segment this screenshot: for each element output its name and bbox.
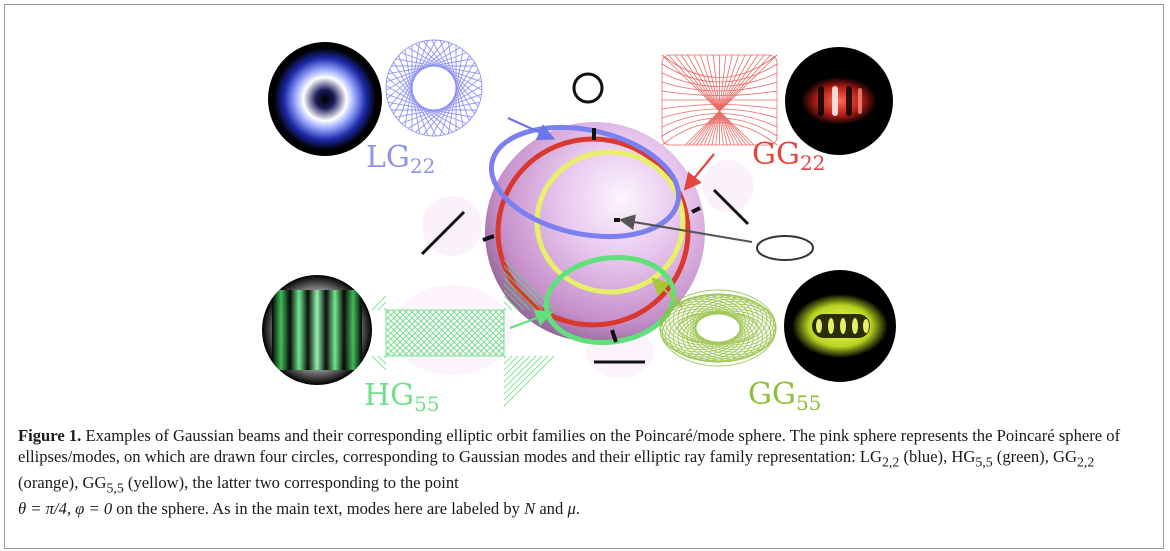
gg22-label: GG22 <box>752 137 825 175</box>
circle-mode-icon <box>572 72 604 104</box>
diagonal-line-right-icon <box>712 188 750 226</box>
diagonal-line-left-icon <box>420 210 466 256</box>
gg55-orbit-family <box>659 289 777 367</box>
hg55-orbit-family <box>371 259 555 407</box>
figure-caption: Figure 1. Examples of Gaussian beams and… <box>18 426 1121 519</box>
hg55-label: HG55 <box>364 378 440 416</box>
gg22-orbit-family <box>661 54 778 146</box>
gg55-label: GG55 <box>748 377 821 415</box>
ellipse-mode-icon <box>756 235 814 261</box>
figure-frame <box>4 4 1164 549</box>
lg22-orbit-family <box>385 39 483 137</box>
gg22-beam-image <box>785 47 893 155</box>
poincare-sphere <box>482 122 705 346</box>
lg22-label: LG22 <box>366 140 435 178</box>
gg55-beam-image <box>784 270 896 382</box>
figure-illustration: LG22 GG22 <box>262 39 896 416</box>
hg55-beam-image <box>262 275 372 385</box>
lg22-beam-image <box>268 42 382 156</box>
caption-label: Figure 1. <box>18 426 82 445</box>
